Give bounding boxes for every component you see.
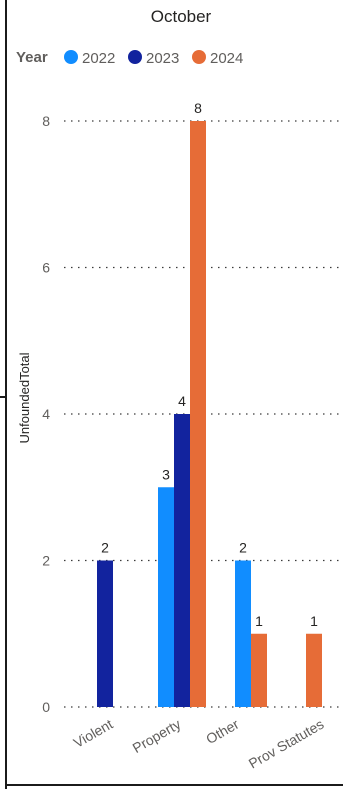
data-label-other-2024: 1 [255,613,263,629]
x-tick-violent: Violent [71,716,116,751]
y-axis-ticks: 0 2 4 6 8 [42,113,50,715]
data-label-property-2023: 4 [178,393,186,409]
data-label-other-2022: 2 [239,540,247,556]
y-tick-0: 0 [42,699,50,715]
legend-marker-2024 [192,50,206,64]
left-frame-border [0,0,7,789]
bar-property-2023 [174,414,190,707]
legend-label-2022: 2022 [82,50,115,67]
data-labels: 2 3 4 8 2 1 1 [101,100,318,629]
bar-property-2024 [190,121,206,707]
bar-prov-statutes-2024 [306,633,322,707]
legend-title: Year [16,49,48,66]
legend-label-2024: 2024 [210,50,243,67]
bar-other-2022 [235,560,251,707]
y-tick-6: 6 [42,260,50,276]
data-label-property-2024: 8 [194,100,202,116]
legend-marker-2022 [64,50,78,64]
x-axis-ticks: Violent Property Other Prov Statutes [71,716,327,772]
x-tick-other: Other [203,716,242,748]
bar-other-2024 [251,633,267,707]
bar-violent-2023 [97,560,113,707]
data-label-property-2022: 3 [162,466,170,482]
x-tick-prov-statutes: Prov Statutes [246,716,327,772]
bottom-frame-border [7,784,343,786]
y-tick-4: 4 [42,406,50,422]
left-frame-tick [0,396,7,398]
legend-marker-2023 [128,50,142,64]
legend: Year 2022 2023 2024 [16,49,243,67]
y-tick-8: 8 [42,113,50,129]
legend-label-2023: 2023 [146,50,179,67]
bar-property-2022 [158,487,174,707]
x-tick-property: Property [130,716,184,756]
bars [97,121,322,707]
data-label-prov-statutes-2024: 1 [310,613,318,629]
y-tick-2: 2 [42,553,50,569]
y-axis-label: UnfoundedTotal [17,352,32,443]
data-label-violent-2023: 2 [101,540,109,556]
chart-title: October [151,7,212,26]
